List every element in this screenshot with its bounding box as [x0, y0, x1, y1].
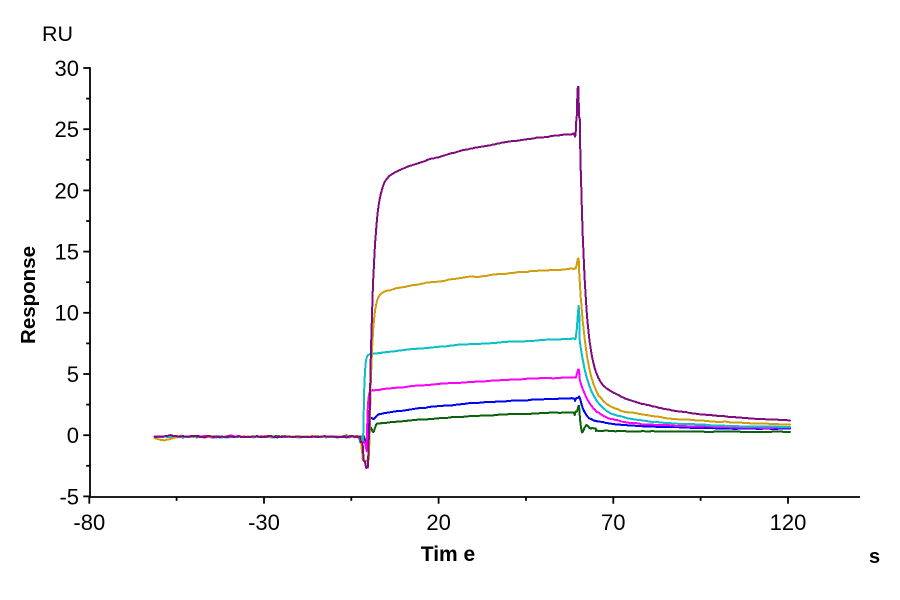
svg-text:70: 70	[601, 510, 625, 535]
svg-text:10: 10	[55, 301, 79, 326]
svg-text:Tim e: Tim e	[421, 543, 475, 566]
svg-text:RU: RU	[42, 22, 73, 46]
svg-text:-5: -5	[59, 484, 79, 509]
svg-text:20: 20	[426, 510, 450, 535]
svg-text:30: 30	[55, 56, 79, 81]
svg-text:-30: -30	[248, 510, 280, 535]
svg-text:Response: Response	[17, 246, 40, 344]
svg-text:120: 120	[770, 510, 807, 535]
svg-text:25: 25	[55, 117, 79, 142]
svg-text:s: s	[869, 546, 880, 568]
svg-text:15: 15	[55, 240, 79, 265]
svg-text:5: 5	[67, 362, 79, 387]
svg-text:20: 20	[55, 178, 79, 203]
svg-text:0: 0	[67, 423, 79, 448]
svg-text:-80: -80	[73, 510, 105, 535]
